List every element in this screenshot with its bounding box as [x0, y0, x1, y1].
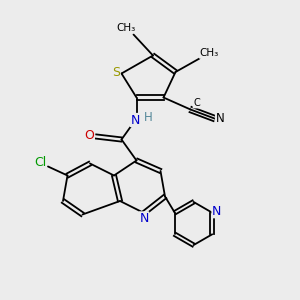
- Text: Cl: Cl: [34, 155, 46, 169]
- Text: H: H: [143, 111, 152, 124]
- Text: C: C: [193, 98, 200, 108]
- Text: N: N: [215, 112, 224, 125]
- Text: S: S: [112, 65, 120, 79]
- Text: CH₃: CH₃: [200, 48, 219, 58]
- Text: N: N: [212, 205, 221, 218]
- Text: N: N: [139, 212, 149, 225]
- Text: CH₃: CH₃: [116, 23, 136, 33]
- Text: N: N: [130, 113, 140, 127]
- Text: O: O: [85, 129, 94, 142]
